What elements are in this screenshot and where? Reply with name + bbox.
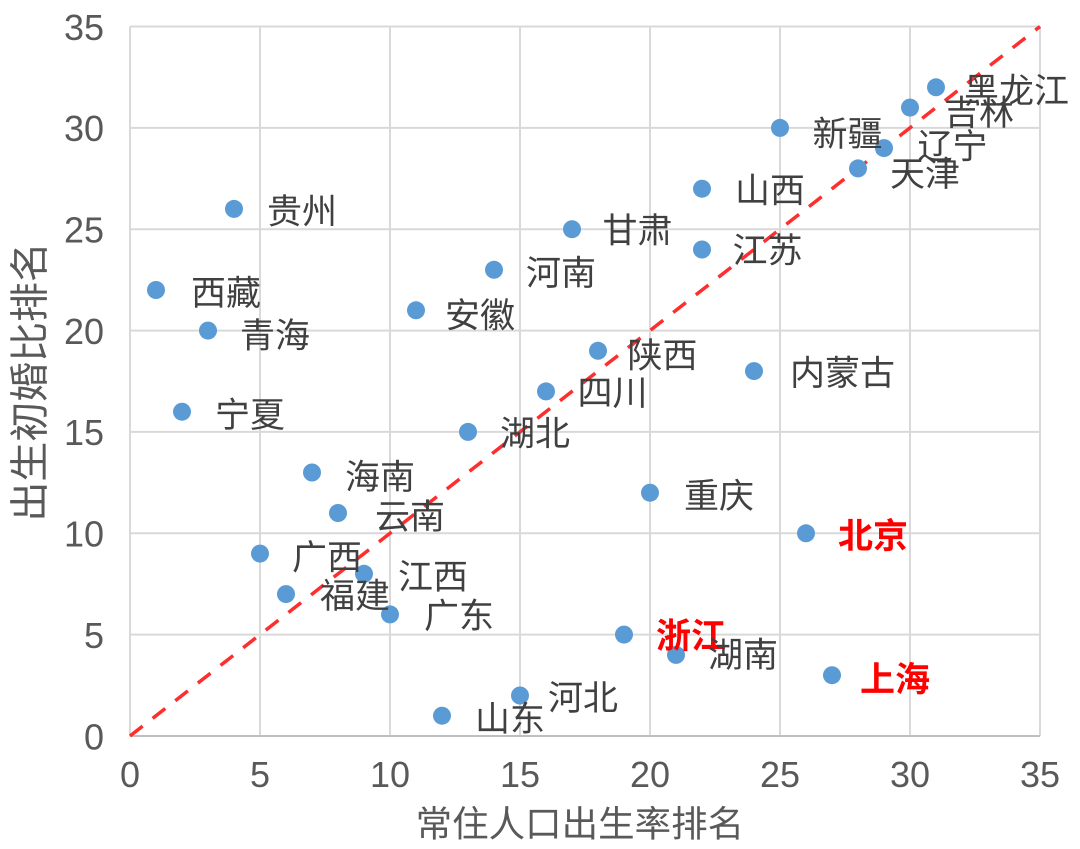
- svg-text:25: 25: [64, 210, 104, 251]
- svg-text:5: 5: [84, 615, 104, 656]
- svg-text:15: 15: [500, 754, 540, 795]
- svg-text:0: 0: [84, 716, 104, 757]
- svg-text:10: 10: [370, 754, 410, 795]
- svg-text:30: 30: [890, 754, 930, 795]
- svg-text:35: 35: [64, 7, 104, 48]
- svg-text:10: 10: [64, 514, 104, 555]
- svg-text:35: 35: [1020, 754, 1060, 795]
- svg-text:20: 20: [64, 311, 104, 352]
- svg-text:25: 25: [760, 754, 800, 795]
- svg-text:0: 0: [120, 754, 140, 795]
- svg-text:20: 20: [630, 754, 670, 795]
- svg-text:15: 15: [64, 412, 104, 453]
- svg-text:30: 30: [64, 108, 104, 149]
- svg-text:5: 5: [250, 754, 270, 795]
